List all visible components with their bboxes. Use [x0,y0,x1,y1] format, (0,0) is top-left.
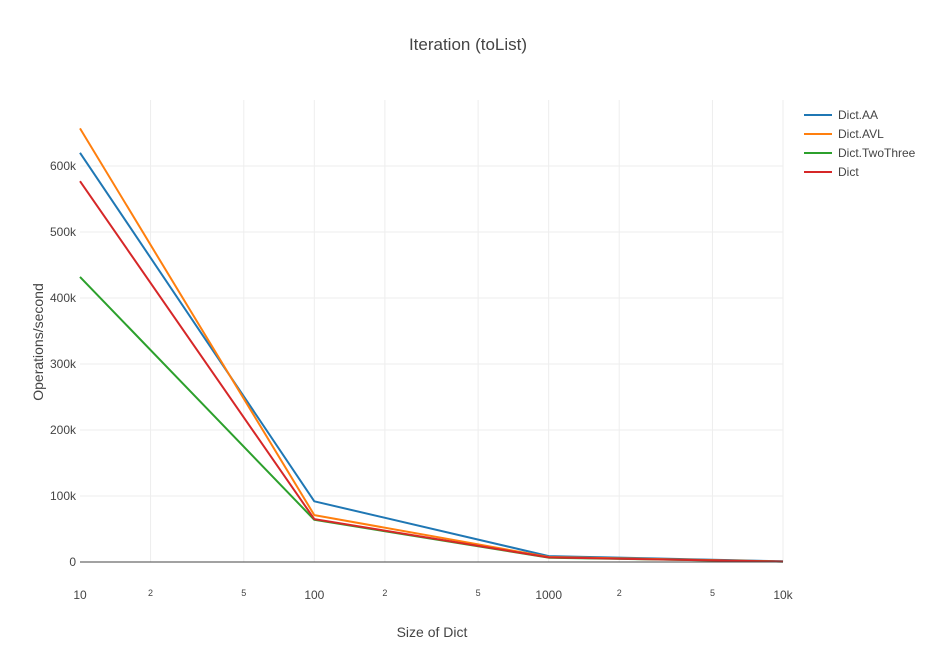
y-tick-label: 500k [50,225,77,239]
grid [80,100,784,562]
legend-label-3: Dict [838,165,859,179]
x-tick-label: 1000 [535,588,562,602]
series-line-1 [79,127,784,563]
x-tick-label: 10k [773,588,793,602]
y-tick-label: 300k [50,357,77,371]
y-tick-label: 200k [50,423,77,437]
x-minor-tick-label: 2 [382,588,387,598]
series-lines [79,127,784,563]
y-tick-label: 0 [69,555,76,569]
chart-title: Iteration (toList) [409,35,527,54]
legend-label-0: Dict.AA [838,108,878,122]
y-tick-label: 600k [50,159,77,173]
x-minor-tick-label: 5 [710,588,715,598]
series-line-2 [79,276,784,563]
legend-label-1: Dict.AVL [838,127,884,141]
x-minor-tick-label: 2 [617,588,622,598]
y-axis-title: Operations/second [30,283,46,401]
x-axis-title: Size of Dict [397,624,468,640]
x-tick-label: 100 [304,588,324,602]
legend: Dict.AA Dict.AVL Dict.TwoThree Dict [804,108,916,179]
x-minor-tick-label: 2 [148,588,153,598]
axes: 10 100 1000 10k 2 5 2 5 2 5 0 100k 200k 300k 400k 500k 6… [50,159,794,602]
series-line-3 [79,180,784,563]
legend-label-2: Dict.TwoThree [838,146,916,160]
y-tick-label: 100k [50,489,77,503]
x-minor-tick-label: 5 [241,588,246,598]
series-line-0 [79,152,784,563]
y-tick-label: 400k [50,291,77,305]
x-minor-tick-label: 5 [476,588,481,598]
x-tick-label: 10 [73,588,87,602]
